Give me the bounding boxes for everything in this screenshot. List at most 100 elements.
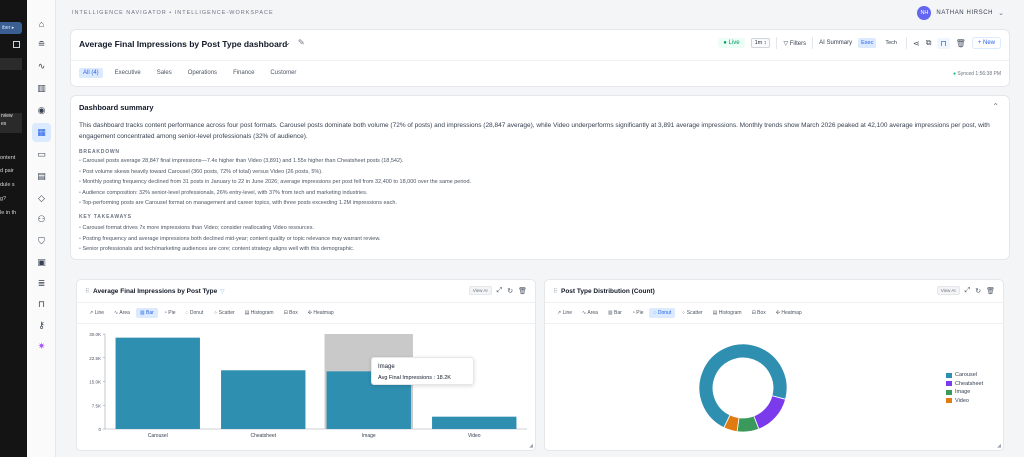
tab-sales[interactable]: Sales [156,70,172,76]
view-ai-button[interactable]: View AI [468,286,492,295]
tab-operations[interactable]: Operations [187,70,218,76]
chart-title: Post Type Distribution (Count) [561,288,655,295]
chart-type-box[interactable]: ⊟ Box [751,310,766,316]
chart-type-area[interactable]: ∿ Area [114,310,130,316]
tab-finance[interactable]: Finance [233,70,255,76]
filter-icon[interactable]: ▽ [220,289,225,295]
key-icon[interactable]: ⚷ [38,320,45,330]
y-tick-label: 7.5K [92,403,101,408]
divider [77,302,535,303]
overlay-input[interactable] [0,58,22,70]
copy-icon[interactable]: ⧉ [925,38,932,47]
resize-handle-icon[interactable]: ◢ [529,443,533,449]
filters-button[interactable]: ▽ Filters [783,40,806,47]
legend-item[interactable]: Image [946,388,983,397]
drag-handle-icon[interactable]: ⠿ [553,289,558,295]
chart-type-label: Histogram [718,310,742,316]
resize-handle-icon[interactable]: ◢ [997,443,1001,449]
shield-icon[interactable]: ⛉ [38,236,45,246]
ai-summary-button[interactable]: AI Summary [819,40,853,46]
chart-type-heatmap[interactable]: ✣ Heatmap [775,310,802,316]
x-tick-label: Cheatsheet [250,433,276,439]
bar [432,416,517,429]
chart-type-line[interactable]: ↗ Line [557,310,573,316]
chart-type-line[interactable]: ↗ Line [89,310,105,316]
share-icon[interactable]: ⋖ [912,38,920,48]
user-menu[interactable]: NH NATHAN HIRSCH ⌄ [917,6,1004,20]
chart-type-box[interactable]: ⊟ Box [283,310,298,316]
breakdown-heading: BREAKDOWN [79,149,120,155]
drag-handle-icon[interactable]: ⠿ [85,289,90,295]
tab-customer[interactable]: Customer [270,70,297,76]
legend-swatch [946,389,952,395]
list-item: Monthly posting frequency declined from … [79,177,999,188]
eye-icon[interactable]: ◉ [37,105,46,115]
home-icon[interactable]: ⌂ [38,18,45,29]
new-button[interactable]: + New [971,37,1001,49]
chart-type-selector: ↗ Line ∿ Area ▥ Bar ◔ Pie ◌ Donut ⁘ Scat… [85,308,338,318]
chart-type-histogram[interactable]: ▤ Histogram [244,310,274,316]
chart-type-pie[interactable]: ◔ Pie [631,310,644,316]
chevron-up-icon[interactable]: ⌃ [992,102,999,111]
view-ai-button[interactable]: View AI [936,286,960,295]
chart-type-donut[interactable]: ◌ Donut [185,310,204,316]
chart-type-label: Pie [168,310,176,316]
chart-type-histogram[interactable]: ▤ Histogram [712,310,742,316]
chart-type-scatter[interactable]: ⁘ Scatter [213,310,235,316]
mode-tech-toggle[interactable]: Tech [885,40,897,46]
list-item: Posting frequency and average impression… [79,234,999,245]
trash-icon[interactable]: 🗑 [986,287,995,295]
refresh-icon[interactable]: ↻ [507,287,514,295]
legend-label: Image [955,389,971,396]
lock-icon[interactable]: ⊓ [37,299,46,309]
chart-type-label: Box [757,310,766,316]
tag-icon[interactable]: ◇ [38,193,45,203]
legend-item[interactable]: Cheatsheet [946,380,983,389]
tab-executive[interactable]: Executive [114,70,141,76]
chevron-down-icon[interactable]: ⌄ [284,38,291,47]
users-icon[interactable]: ⚇ [37,214,46,224]
database-icon[interactable]: ≘ [37,39,46,49]
overlay-pill[interactable]: iber ▸ [0,22,22,34]
dashboard-grid-icon[interactable]: ▦ [32,123,51,142]
donut-slice [753,395,787,430]
legend-item[interactable]: Video [946,397,983,406]
trash-icon[interactable]: 🗑 [518,287,527,295]
list-item: Post volume skews heavily toward Carouse… [79,167,999,178]
square-icon[interactable] [13,41,20,48]
refresh-interval-select[interactable]: 1m ↕ [750,38,771,48]
chart-type-label: Histogram [250,310,274,316]
trash-icon[interactable]: 🗑 [955,38,966,48]
chart-type-donut[interactable]: ◌ Donut [649,308,676,318]
monitor-icon[interactable]: ▭ [37,149,46,159]
tab-all[interactable]: All (4) [79,68,103,78]
pulse-icon[interactable]: ∿ [37,61,46,71]
chart-type-area[interactable]: ∿ Area [582,310,598,316]
refresh-icon[interactable]: ↻ [975,287,982,295]
legend-label: Carousel [955,372,978,379]
chart-type-scatter[interactable]: ⁘ Scatter [681,310,703,316]
filters-label: Filters [789,40,807,47]
expand-icon[interactable]: ⤢ [964,286,971,294]
inbox-icon[interactable]: ▣ [37,257,46,267]
stack-icon[interactable]: ≣ [37,278,46,288]
mode-exec-toggle[interactable]: Exec [858,38,877,48]
overlay-text: dule s [0,182,15,188]
chart-type-pie[interactable]: ◔ Pie [163,310,176,316]
legend-label: Video [955,397,969,404]
legend-item[interactable]: Carousel [946,371,983,380]
bar-chart-icon[interactable]: ▥ [37,83,46,93]
chart-type-bar[interactable]: ▥ Bar [135,308,158,318]
chart-type-label: Scatter [686,310,703,316]
overlay-item[interactable]: es [0,121,22,133]
live-toggle[interactable]: ● Live [718,38,745,48]
chart-type-bar[interactable]: ▥ Bar [607,310,622,316]
lock-icon[interactable]: ⊓ [937,37,950,49]
pencil-icon[interactable]: ✎ [298,38,305,47]
chart-type-label: Line [94,310,105,316]
takeaways-list: Carousel format drives 7x more impressio… [79,223,999,255]
expand-icon[interactable]: ⤢ [496,286,503,294]
chart-type-heatmap[interactable]: ✣ Heatmap [307,310,334,316]
clipboard-icon[interactable]: ▤ [37,171,46,181]
sparkle-icon[interactable]: ✷ [37,341,46,351]
